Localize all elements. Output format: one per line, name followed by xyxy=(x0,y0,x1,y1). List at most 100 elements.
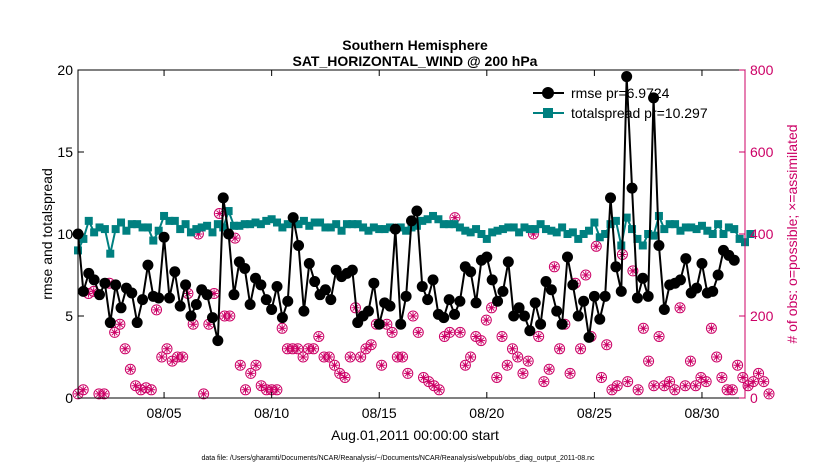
totalspread-point xyxy=(208,228,217,237)
y-tick-left-label: 20 xyxy=(57,62,73,78)
obs-possible-circle xyxy=(732,359,744,371)
rmse-point xyxy=(680,253,692,265)
obs-assimilated-cross xyxy=(152,305,161,314)
obs-possible-circle xyxy=(465,351,477,363)
rmse-point xyxy=(524,325,536,337)
totalspread-point xyxy=(100,225,109,234)
obs-assimilated-cross xyxy=(225,312,234,320)
obs-marker xyxy=(329,359,341,371)
obs-marker xyxy=(323,351,335,363)
obs-marker xyxy=(700,376,712,388)
rmse-point xyxy=(346,264,358,276)
obs-possible-circle xyxy=(402,367,414,379)
obs-possible-circle xyxy=(684,355,696,367)
obs-marker xyxy=(737,372,749,383)
obs-possible-circle xyxy=(643,355,655,367)
obs-assimilated-cross xyxy=(136,385,145,394)
totalspread-point xyxy=(697,221,706,230)
obs-marker xyxy=(564,367,576,379)
obs-marker xyxy=(365,339,377,351)
x-axis: 08/05 08/10 08/15 08/20 08/25 08/30 xyxy=(147,70,720,421)
obs-assimilated-cross xyxy=(231,234,240,243)
totalspread-point xyxy=(498,225,507,234)
rmse-point xyxy=(712,269,724,281)
obs-assimilated-cross xyxy=(361,344,370,353)
obs-assimilated-cross xyxy=(435,385,444,394)
totalspread-point xyxy=(654,211,663,220)
rmse-point xyxy=(658,303,670,315)
rmse-point xyxy=(137,294,149,306)
obs-marker xyxy=(637,322,649,334)
obs-marker xyxy=(674,302,686,314)
y-tick-left-label: 5 xyxy=(65,308,73,324)
rmse-point xyxy=(653,239,665,251)
obs-marker xyxy=(648,380,660,392)
totalspread-point xyxy=(617,241,626,250)
totalspread-point xyxy=(412,221,421,230)
obs-marker xyxy=(611,380,623,392)
obs-assimilated-cross xyxy=(236,361,245,370)
rmse-point xyxy=(271,280,283,292)
obs-assimilated-cross xyxy=(100,389,109,398)
obs-assimilated-cross xyxy=(602,340,611,349)
totalspread-point xyxy=(746,230,755,238)
rmse-point xyxy=(169,266,181,278)
totalspread-point xyxy=(633,234,642,243)
rmse-point xyxy=(642,290,654,302)
rmse-point xyxy=(298,305,310,317)
rmse-point xyxy=(88,274,100,286)
obs-possible-circle xyxy=(512,351,524,363)
x-tick-label: 08/25 xyxy=(577,405,612,421)
rmse-point xyxy=(470,297,482,309)
obs-assimilated-cross xyxy=(314,332,323,341)
obs-marker xyxy=(433,384,445,396)
obs-marker xyxy=(758,376,770,388)
obs-marker xyxy=(690,380,702,392)
totalspread-point xyxy=(240,220,249,229)
rmse-point xyxy=(427,274,439,286)
obs-assimilated-cross xyxy=(649,381,658,390)
obs-assimilated-cross xyxy=(466,353,475,361)
y-tick-right-label: 400 xyxy=(750,226,774,242)
rmse-point xyxy=(217,192,229,204)
obs-marker xyxy=(512,351,524,363)
obs-possible-circle xyxy=(538,376,550,388)
obs-marker xyxy=(77,384,89,396)
obs-marker xyxy=(114,318,126,330)
totalspread-point xyxy=(504,223,513,232)
totalspread-point xyxy=(482,234,491,243)
obs-assimilated-cross xyxy=(210,289,219,298)
obs-marker xyxy=(491,372,503,383)
rmse-point xyxy=(691,282,703,294)
y-axis-left: 0 5 10 15 20 xyxy=(57,62,84,406)
rmse-point xyxy=(578,295,590,307)
obs-assimilated-cross xyxy=(749,377,758,386)
obs-marker xyxy=(622,376,634,388)
totalspread-point xyxy=(369,223,378,232)
rmse-point xyxy=(605,192,617,204)
rmse-point xyxy=(551,305,563,317)
totalspread-point xyxy=(681,223,690,232)
obs-marker xyxy=(454,326,466,338)
obs-marker xyxy=(407,310,419,322)
obs-marker xyxy=(522,355,534,367)
totalspread-point xyxy=(348,220,357,229)
rmse-point xyxy=(228,289,240,301)
totalspread-point xyxy=(380,225,389,234)
obs-possible-circle xyxy=(308,343,320,355)
totalspread-point xyxy=(520,223,529,232)
legend-totalspread-label: totalspread pr=10.297 xyxy=(571,105,708,121)
totalspread-point xyxy=(708,230,717,238)
totalspread-point xyxy=(385,223,394,232)
totalspread-point xyxy=(117,218,126,227)
rmse-point xyxy=(416,280,428,292)
obs-possible-circle xyxy=(454,326,466,338)
totalspread-point xyxy=(735,234,744,243)
obs-marker xyxy=(119,343,131,355)
obs-assimilated-cross xyxy=(518,369,527,378)
obs-possible-circle xyxy=(627,265,639,277)
rmse-point xyxy=(626,182,638,194)
obs-assimilated-cross xyxy=(738,373,747,382)
obs-possible-circle xyxy=(517,367,529,379)
obs-assimilated-cross xyxy=(759,377,768,386)
